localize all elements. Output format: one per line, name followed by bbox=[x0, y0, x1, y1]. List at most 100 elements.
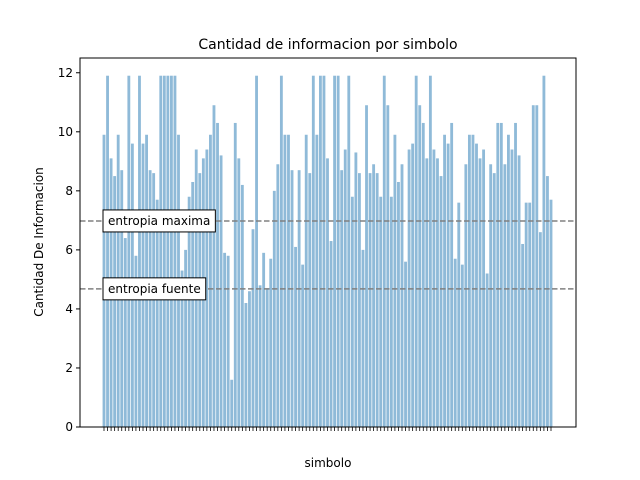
y-tick-label: 8 bbox=[65, 184, 73, 198]
bar bbox=[457, 202, 461, 427]
bar bbox=[180, 270, 184, 427]
bar bbox=[453, 258, 457, 427]
bar bbox=[443, 134, 446, 427]
bar bbox=[428, 75, 432, 427]
bar bbox=[127, 75, 131, 427]
bar bbox=[393, 134, 397, 427]
bar bbox=[475, 143, 478, 427]
bar bbox=[258, 285, 262, 427]
bar bbox=[301, 264, 305, 427]
bar bbox=[436, 158, 439, 428]
bar bbox=[386, 105, 390, 428]
reference-label-box bbox=[102, 277, 207, 301]
bar bbox=[372, 164, 376, 427]
bar bbox=[265, 288, 269, 427]
bar bbox=[173, 75, 177, 427]
reference-line-label: entropia fuente bbox=[108, 282, 201, 296]
bar bbox=[336, 75, 340, 427]
y-tick-label: 10 bbox=[58, 125, 73, 139]
x-axis-label: simbolo bbox=[305, 456, 352, 470]
bar bbox=[478, 158, 482, 428]
bar bbox=[187, 196, 191, 427]
bar bbox=[382, 75, 386, 427]
bar bbox=[546, 176, 549, 427]
bar bbox=[184, 249, 188, 427]
bar bbox=[237, 158, 241, 428]
bar bbox=[244, 303, 248, 427]
bar bbox=[134, 255, 138, 427]
bar bbox=[503, 164, 507, 427]
bar bbox=[450, 122, 454, 427]
bar bbox=[123, 238, 127, 427]
bar bbox=[155, 199, 159, 427]
bar bbox=[326, 158, 329, 428]
bar bbox=[397, 181, 400, 427]
bar bbox=[350, 196, 354, 427]
bar bbox=[340, 170, 344, 427]
bar bbox=[113, 176, 117, 427]
bar bbox=[169, 75, 173, 427]
bar bbox=[464, 164, 468, 427]
bar bbox=[542, 75, 546, 427]
y-axis-label: Cantidad De Informacion bbox=[32, 167, 46, 317]
bars-group bbox=[102, 75, 553, 428]
bar bbox=[138, 75, 141, 427]
bar bbox=[106, 75, 109, 427]
bar bbox=[223, 252, 227, 427]
bar bbox=[276, 164, 280, 427]
bar bbox=[311, 75, 315, 427]
bar bbox=[248, 291, 251, 427]
annotations-group: entropia maxima entropia fuente bbox=[102, 209, 216, 301]
bar bbox=[287, 134, 290, 427]
bar bbox=[269, 258, 273, 427]
bar bbox=[524, 202, 528, 427]
bar bbox=[460, 264, 464, 427]
bar bbox=[507, 134, 510, 427]
reference-line-label: entropia maxima bbox=[108, 214, 210, 228]
bar bbox=[322, 75, 326, 427]
bar bbox=[549, 199, 553, 427]
bar bbox=[318, 75, 322, 427]
bar bbox=[209, 134, 212, 427]
bar bbox=[521, 243, 525, 427]
bar bbox=[425, 158, 429, 428]
bar bbox=[421, 122, 425, 427]
bar bbox=[159, 75, 163, 427]
bar bbox=[400, 164, 404, 427]
bar bbox=[262, 252, 266, 427]
bar bbox=[166, 75, 170, 427]
bar bbox=[255, 75, 258, 427]
bar bbox=[251, 229, 255, 427]
bar bbox=[162, 75, 166, 427]
plot-frame bbox=[79, 57, 577, 428]
bar bbox=[205, 149, 209, 427]
bar bbox=[191, 181, 195, 427]
bar bbox=[368, 173, 372, 427]
bar bbox=[216, 122, 219, 427]
bar bbox=[535, 105, 539, 428]
bar bbox=[347, 75, 351, 427]
bar bbox=[492, 173, 496, 427]
bar bbox=[514, 122, 517, 427]
bar bbox=[212, 105, 216, 428]
bar bbox=[365, 105, 368, 428]
bar bbox=[499, 122, 503, 427]
bar bbox=[329, 241, 333, 427]
bar bbox=[272, 190, 276, 427]
chart-title: Cantidad de informacion por simbolo bbox=[198, 37, 457, 53]
bar bbox=[315, 134, 319, 427]
y-tick-label: 2 bbox=[65, 361, 73, 375]
bar bbox=[471, 134, 475, 427]
reference-label-box bbox=[102, 209, 216, 233]
bar bbox=[290, 170, 294, 427]
bar bbox=[358, 173, 361, 427]
y-tick-label: 0 bbox=[65, 420, 73, 434]
bar bbox=[240, 184, 244, 427]
bar bbox=[538, 232, 542, 427]
bar bbox=[467, 134, 471, 427]
bar bbox=[308, 173, 312, 427]
bar bbox=[279, 75, 283, 427]
bar bbox=[226, 255, 230, 427]
bar bbox=[354, 152, 358, 428]
